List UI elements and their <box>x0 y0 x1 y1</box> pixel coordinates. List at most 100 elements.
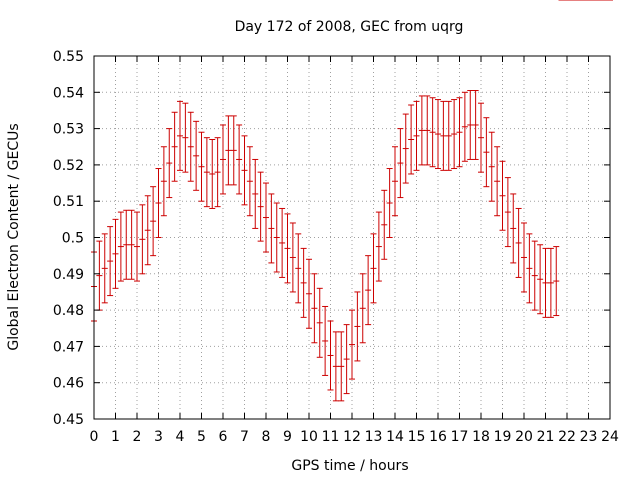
errorbar-point <box>386 168 393 238</box>
errorbar-point <box>467 89 474 160</box>
errorbar-point <box>375 211 382 282</box>
errorbar-point <box>252 158 259 229</box>
y-tick-label: 0.55 <box>53 49 84 65</box>
errorbar-point <box>214 137 221 208</box>
errorbar-point <box>343 324 350 395</box>
errorbar-point <box>483 117 490 188</box>
errorbar-point <box>408 104 415 175</box>
errorbar-point <box>402 113 409 184</box>
errorbar-point <box>359 273 366 344</box>
errorbar-point <box>101 233 108 304</box>
errorbar-point <box>365 255 372 326</box>
errorbar-point <box>160 146 167 217</box>
errorbar-point <box>171 111 178 182</box>
errorbar-point <box>472 89 479 160</box>
errorbar-point <box>107 226 114 297</box>
errorbar-point <box>354 291 361 362</box>
errorbar-point <box>499 160 506 231</box>
x-tick-label: 11 <box>322 429 340 445</box>
errorbar-point <box>542 247 549 318</box>
errorbar-point <box>150 186 157 257</box>
x-tick-label: 21 <box>537 429 555 445</box>
y-tick-label: 0.53 <box>53 122 84 138</box>
x-tick-label: 20 <box>515 429 533 445</box>
errorbar-point <box>418 95 425 166</box>
errorbar-point <box>424 95 431 166</box>
errorbar-point <box>241 135 248 206</box>
errorbar-point <box>397 128 404 199</box>
errorbar-point <box>370 233 377 304</box>
errorbar-point <box>488 131 495 202</box>
errorbar-point <box>526 233 533 304</box>
x-tick-label: 2 <box>133 429 142 445</box>
errorbar-point <box>381 189 388 260</box>
errorbar-point <box>220 124 226 195</box>
errorbar-point <box>451 99 458 170</box>
x-tick-label: 12 <box>343 429 361 445</box>
axis-ticks <box>93 55 611 420</box>
y-axis-tick-labels: 0.45 0.46 0.47 0.48 0.49 0.5 0.51 0.52 0.53 0.54 0… <box>53 49 84 428</box>
x-tick-label: 9 <box>283 429 292 445</box>
errorbar-point <box>429 97 436 168</box>
errorbar-point <box>123 209 130 280</box>
errorbar-point <box>295 233 302 304</box>
errorbar-point <box>257 171 264 242</box>
errorbar-point <box>155 168 162 238</box>
errorbar-point <box>478 102 484 173</box>
x-tick-label: 15 <box>408 429 426 445</box>
errorbar-point <box>435 99 441 170</box>
y-axis-label: Global Electron Content / GECUs <box>6 123 22 350</box>
errorbar-point <box>289 222 296 293</box>
errorbar-point <box>316 287 323 358</box>
x-tick-label: 7 <box>240 429 249 445</box>
errorbar-point <box>332 331 339 402</box>
errorbar-point <box>547 247 554 318</box>
y-tick-label: 0.51 <box>53 194 84 210</box>
x-tick-label: 3 <box>154 429 163 445</box>
x-tick-label: 4 <box>176 429 185 445</box>
x-tick-label: 17 <box>451 429 469 445</box>
errorbar-point <box>521 222 527 293</box>
errorbar-point <box>494 146 501 217</box>
x-axis-label: GPS time / hours <box>291 458 408 474</box>
errorbar-point <box>273 202 280 273</box>
errorbar-point <box>268 193 275 264</box>
errorbar-point <box>456 97 463 168</box>
errorbar-point <box>166 128 173 199</box>
errorbar-point <box>279 207 286 278</box>
errorbar-point <box>300 247 307 318</box>
y-tick-label: 0.52 <box>53 158 84 174</box>
y-tick-label: 0.48 <box>53 303 84 319</box>
errorbar-point <box>230 115 237 186</box>
errorbar-point <box>284 213 291 284</box>
x-tick-label: 8 <box>262 429 271 445</box>
errorbar-point <box>177 100 183 171</box>
x-tick-label: 1 <box>111 429 120 445</box>
x-tick-label: 5 <box>197 429 206 445</box>
errorbar-point <box>128 209 135 280</box>
errorbar-point <box>203 137 210 208</box>
x-tick-label: 23 <box>580 429 598 445</box>
errorbar-point <box>306 258 312 329</box>
x-tick-label: 6 <box>219 429 228 445</box>
errorbar-series <box>91 0 613 402</box>
errorbar-point <box>338 331 345 402</box>
x-tick-label: 19 <box>494 429 512 445</box>
errorbar-point <box>445 100 452 171</box>
errorbar-point <box>537 244 544 315</box>
chart-title: Day 172 of 2008, GEC from uqrg <box>235 19 464 35</box>
errorbar-point <box>311 273 318 344</box>
errorbar-point <box>461 91 468 162</box>
errorbar-point <box>236 124 243 195</box>
errorbar-point <box>504 177 511 248</box>
errorbar-point <box>327 320 334 391</box>
errorbar-point <box>440 100 447 171</box>
errorbar-point <box>263 182 269 253</box>
x-tick-label: 14 <box>386 429 404 445</box>
y-tick-label: 0.49 <box>53 267 84 283</box>
errorbar-point <box>246 146 253 217</box>
y-tick-label: 0.45 <box>53 412 84 428</box>
errorbar-point <box>225 115 232 186</box>
